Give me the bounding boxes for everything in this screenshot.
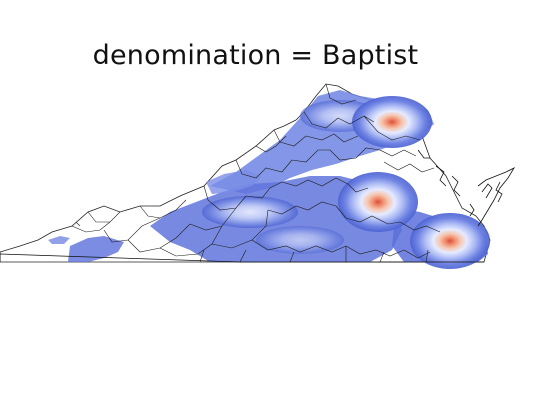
density-core-southside	[256, 226, 344, 254]
density-region-far-west	[48, 236, 70, 244]
density-region-southwest	[68, 236, 124, 262]
eastern-shore	[0, 149, 516, 263]
hotspot-richmond	[338, 172, 418, 232]
hotspot-northern-virginia	[352, 96, 432, 148]
state-outline	[0, 83, 491, 263]
hotspot-hampton-roads	[410, 213, 490, 269]
plot-title: denomination = Baptist	[92, 40, 419, 71]
density-layer	[48, 90, 490, 269]
density-core-central	[202, 196, 298, 228]
